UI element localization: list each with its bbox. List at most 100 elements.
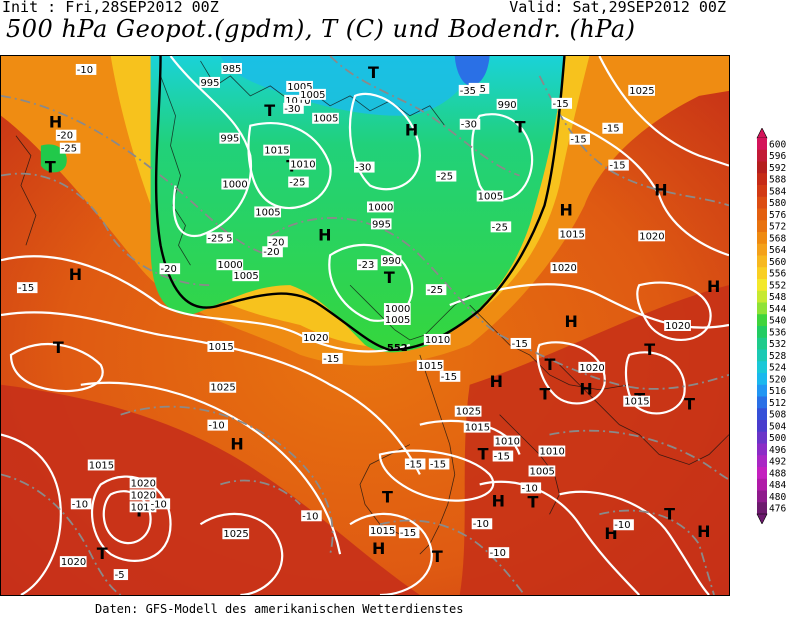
isotherm-label: -15: [323, 354, 339, 365]
isobar-label: 985: [222, 64, 241, 75]
legend-level-label: 500: [769, 433, 786, 444]
high-pressure-center: H: [564, 312, 577, 331]
isotherm-label-box: [569, 133, 590, 145]
legend-level-label: 560: [769, 257, 786, 268]
isotherm-label: -15: [441, 372, 457, 383]
contour-552-label: 552: [387, 343, 408, 354]
isotherm-label-box: [262, 246, 283, 258]
isobar-label: 1015: [89, 460, 114, 471]
legend-swatch: [757, 455, 767, 468]
isotherm-label: -10: [490, 548, 506, 559]
legend-level-label: 520: [769, 374, 786, 385]
isotherm-label: -15: [494, 452, 510, 463]
cold-core: [220, 56, 480, 116]
isotherm-label: -25: [61, 144, 77, 155]
isobar-label-box: [380, 255, 402, 267]
isobar-label-box: [623, 395, 651, 407]
low-pressure-center: T: [264, 101, 275, 120]
isobar-label: 990: [382, 256, 401, 267]
isobar-label: 1020: [61, 557, 86, 568]
isotherm-label-box: [267, 236, 288, 248]
legend-swatch: [757, 326, 767, 339]
isotherm-label-box: [520, 482, 542, 494]
isotherm-label-box: [459, 118, 481, 130]
low-pressure-center: T: [382, 487, 393, 506]
isobar-label: 1010: [285, 96, 310, 107]
isobar-label-box: [129, 477, 157, 489]
isobar-label: 1015: [370, 526, 395, 537]
high-pressure-center: H: [707, 277, 720, 296]
isobar-label-box: [59, 556, 87, 568]
legend-level-label: 476: [769, 504, 786, 515]
isotherm-label-box: [59, 142, 81, 154]
legend-swatch: [757, 232, 767, 245]
isobar-label: 1005: [287, 82, 312, 93]
isobar-label-box: [254, 206, 282, 218]
isobar-label: 1020: [579, 363, 604, 374]
isotherm-label-box: [458, 84, 480, 96]
isotherm-label: -15: [18, 283, 34, 294]
high-pressure-center: H: [69, 265, 82, 284]
isobar-label-box: [219, 132, 240, 144]
high-pressure-center: H: [230, 435, 243, 454]
low-pressure-center: T: [684, 395, 695, 414]
legend-swatch: [757, 384, 767, 397]
isobar-label: 1000: [385, 304, 410, 315]
isotherm-label: -25: [207, 233, 223, 244]
isotherm-label-box: [490, 221, 512, 233]
isotherm-label: -15: [512, 339, 528, 350]
legend-arrow-top: [756, 127, 768, 139]
isobar-label-box: [284, 94, 311, 106]
isobar-label: 1020: [131, 490, 156, 501]
isotherm-label-box: [301, 510, 322, 522]
isobar-label: 1020: [551, 263, 576, 274]
isobar-label-box: [299, 88, 326, 100]
isotherm-label: -25: [492, 222, 508, 233]
isobar-label-box: [383, 303, 411, 315]
isobar-label: 1005: [255, 207, 280, 218]
isobar-label: 1010: [540, 447, 565, 458]
legend-swatch: [757, 279, 767, 292]
isobar-label: 1005: [233, 271, 258, 282]
isobar-label-box: [216, 259, 244, 271]
isobar-label: 1020: [665, 321, 690, 332]
isobar-label: 1015: [559, 229, 584, 240]
low-pressure-center: T: [368, 63, 379, 82]
isobar-label-box: [222, 528, 250, 540]
isotherm-label: -30: [284, 104, 300, 115]
isotherm-label-box: [70, 498, 92, 510]
isobar-label-box: [493, 435, 521, 447]
data-credit: Daten: GFS-Modell des amerikanischen Wet…: [95, 602, 464, 616]
warm-region-southwest: [1, 384, 420, 595]
isotherm-label: -10: [473, 519, 489, 530]
high-pressure-center: H: [490, 372, 503, 391]
legend-level-label: 512: [769, 398, 786, 409]
legend-swatch: [757, 208, 767, 221]
isotherm-label-box: [75, 63, 97, 75]
isobar-label: 1025: [629, 86, 654, 97]
high-pressure-center: H: [372, 539, 385, 558]
isotherm-label-box: [55, 129, 77, 141]
legend-level-label: 484: [769, 480, 786, 491]
isotherm-label: -10: [302, 511, 318, 522]
isotherm-label: -25: [427, 285, 443, 296]
isotherm-label: -15: [609, 161, 625, 172]
isobar-label: 1015: [465, 423, 490, 434]
isotherms: [1, 56, 729, 595]
legend-level-label: 496: [769, 445, 786, 456]
isobar-label-box: [289, 158, 316, 170]
legend-level-label: 532: [769, 339, 786, 350]
isotherm-label: -30: [461, 120, 477, 131]
legend-level-label: 564: [769, 245, 786, 256]
legend-level-label: 584: [769, 186, 786, 197]
isotherm-label: -20: [263, 247, 279, 258]
legend-swatch: [757, 443, 767, 456]
legend-level-label: 576: [769, 210, 786, 221]
isotherm-label-box: [354, 161, 375, 173]
legend-arrow-bottom: [756, 513, 768, 525]
legend-level-label: 596: [769, 151, 786, 162]
low-pressure-center: T: [384, 268, 395, 287]
legend-swatch: [757, 267, 767, 280]
isobar-label-box: [383, 314, 411, 326]
legend-level-label: 588: [769, 175, 786, 186]
